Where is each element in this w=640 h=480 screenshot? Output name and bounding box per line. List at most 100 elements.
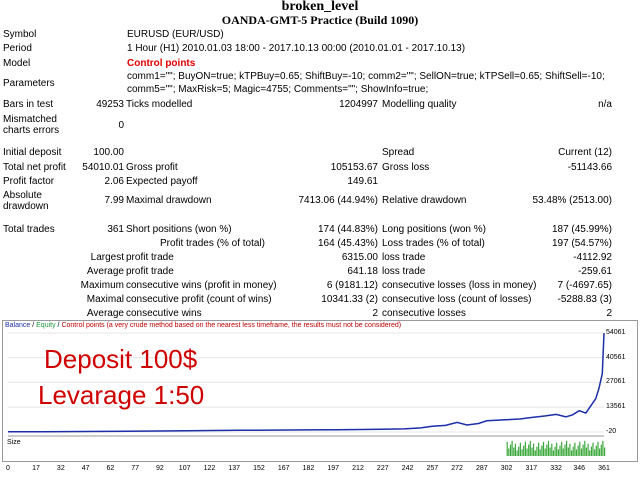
quality-value: n/a bbox=[598, 99, 612, 110]
ticks-label: Ticks modelled bbox=[126, 99, 193, 110]
profit-factor-label: Profit factor bbox=[3, 176, 55, 187]
mismatch-label-2: charts errors bbox=[3, 125, 60, 136]
ticks-value: 1204997 bbox=[339, 99, 378, 110]
x-tick-label: 257 bbox=[426, 465, 439, 472]
x-tick-label: 317 bbox=[525, 465, 538, 472]
x-tick-label: 346 bbox=[573, 465, 586, 472]
x-tick-label: 17 bbox=[32, 465, 40, 472]
short-positions-label: Short positions (won %) bbox=[126, 224, 232, 235]
report-subtitle: OANDA-GMT-5 Practice (Build 1090) bbox=[221, 13, 419, 27]
max-consecutive-losses-label: consecutive losses (loss in money) bbox=[382, 280, 537, 291]
legend-balance: Balance bbox=[5, 322, 31, 329]
max-drawdown-label: Maximal drawdown bbox=[126, 195, 212, 206]
average-profit-label: profit trade bbox=[126, 266, 174, 277]
x-tick-label: 182 bbox=[302, 465, 315, 472]
y-tick-label: 54061 bbox=[606, 329, 626, 336]
maximum-label: Maximum bbox=[80, 280, 124, 291]
avg-consecutive-wins-label: consecutive wins bbox=[126, 308, 202, 319]
spread-value: Current (12) bbox=[558, 147, 612, 158]
x-tick-label: 242 bbox=[401, 465, 414, 472]
gross-profit-value: 105153.67 bbox=[330, 162, 378, 173]
report-title: broken_level bbox=[281, 0, 359, 14]
long-positions-label: Long positions (won %) bbox=[382, 224, 486, 235]
gross-loss-value: -51143.66 bbox=[567, 162, 612, 173]
x-tick-label: 77 bbox=[131, 465, 139, 472]
parameters-label: Parameters bbox=[3, 78, 55, 89]
abs-drawdown-label-1: Absolute bbox=[3, 190, 42, 201]
x-tick-label: 107 bbox=[178, 465, 191, 472]
bars-label: Bars in test bbox=[3, 99, 54, 110]
x-tick-label: 137 bbox=[228, 465, 241, 472]
maximal-consecutive-profit-value: 10341.33 (2) bbox=[321, 294, 378, 305]
x-tick-label: 272 bbox=[451, 465, 463, 472]
average-label: Average bbox=[86, 266, 124, 277]
max-consecutive-wins-value: 6 (9181.12) bbox=[326, 280, 378, 291]
net-profit-label: Total net profit bbox=[3, 162, 66, 173]
legend-control-points: Control points (a very crude method base… bbox=[61, 322, 402, 329]
x-tick-label: 32 bbox=[56, 465, 65, 472]
y-tick-label: 40561 bbox=[606, 353, 626, 361]
x-tick-label: 227 bbox=[376, 465, 389, 472]
leverage-annotation: Levarage 1:50 bbox=[38, 380, 205, 410]
x-tick-label: 332 bbox=[550, 465, 562, 472]
bars-value: 49253 bbox=[96, 99, 124, 110]
loss-trades-value: 197 (54.57%) bbox=[551, 238, 612, 249]
x-tick-label: 47 bbox=[81, 465, 90, 472]
x-tick-label: 0 bbox=[6, 465, 10, 472]
parameters-line1: comm1=""; BuyON=true; kTPBuy=0.65; Shift… bbox=[127, 71, 605, 82]
rel-drawdown-label: Relative drawdown bbox=[382, 195, 467, 206]
total-trades-value: 361 bbox=[107, 224, 124, 235]
largest-profit-label: profit trade bbox=[126, 252, 174, 263]
y-tick-label: -20 bbox=[606, 428, 617, 435]
parameters-line2: comm5=""; MaxRisk=5; Magic=4755; Comment… bbox=[127, 84, 429, 95]
legend-separator: / bbox=[55, 322, 62, 329]
quality-label: Modelling quality bbox=[382, 99, 457, 110]
maximal-consecutive-loss-label: consecutive loss (count of losses) bbox=[382, 294, 532, 305]
max-drawdown-value: 7413.06 (44.94%) bbox=[298, 195, 378, 206]
mismatch-label-1: Mismatched bbox=[3, 114, 57, 125]
average-loss-label: loss trade bbox=[382, 266, 426, 277]
x-tick-label: 122 bbox=[203, 465, 216, 472]
x-tick-label: 152 bbox=[253, 465, 265, 472]
y-tick-label: 27061 bbox=[606, 378, 626, 386]
max-consecutive-losses-value: 7 (-4697.65) bbox=[557, 280, 612, 291]
maximal-label: Maximal bbox=[86, 294, 124, 305]
largest-profit-value: 6315.00 bbox=[341, 252, 378, 263]
symbol-label: Symbol bbox=[3, 29, 37, 40]
x-tick-label: 302 bbox=[500, 465, 513, 472]
short-positions-value: 174 (44.83%) bbox=[317, 224, 378, 235]
abs-drawdown-value: 7.99 bbox=[104, 195, 124, 206]
profit-trades-label: Profit trades (% of total) bbox=[159, 238, 265, 249]
x-tick-label: 287 bbox=[475, 465, 488, 472]
x-tick-label: 212 bbox=[352, 465, 364, 472]
maximal-consecutive-loss-value: -5288.83 (3) bbox=[557, 294, 612, 305]
profit-factor-value: 2.06 bbox=[104, 176, 124, 187]
legend-separator: / bbox=[30, 322, 37, 329]
gross-profit-label: Gross profit bbox=[126, 162, 178, 173]
x-tick-label: 361 bbox=[598, 465, 610, 472]
avg-consecutive-losses-value: 2 bbox=[606, 308, 612, 319]
largest-loss-value: -4112.92 bbox=[573, 252, 612, 263]
x-tick-label: 197 bbox=[327, 465, 340, 472]
avg-consecutive-wins-value: 2 bbox=[372, 308, 378, 319]
largest-loss-label: loss trade bbox=[382, 252, 426, 263]
chart-legend: Balance / Equity / Control points (a ver… bbox=[5, 322, 401, 329]
period-label: Period bbox=[3, 43, 32, 54]
average-profit-value: 641.18 bbox=[347, 266, 378, 277]
rel-drawdown-value: 53.48% (2513.00) bbox=[532, 195, 612, 206]
max-consecutive-wins-label: consecutive wins (profit in money) bbox=[126, 280, 277, 291]
abs-drawdown-label-2: drawdown bbox=[3, 201, 49, 212]
model-label: Model bbox=[3, 58, 31, 69]
deposit-annotation: Deposit 100$ bbox=[44, 344, 198, 374]
deposit-value: 100.00 bbox=[93, 147, 124, 158]
expected-payoff-label: Expected payoff bbox=[126, 176, 198, 187]
model-value: Control points bbox=[127, 58, 196, 69]
loss-trades-label: Loss trades (% of total) bbox=[382, 238, 485, 249]
profit-trades-value: 164 (45.43%) bbox=[317, 238, 378, 249]
long-positions-value: 187 (45.99%) bbox=[551, 224, 612, 235]
expected-payoff-value: 149.61 bbox=[347, 176, 378, 187]
gross-loss-label: Gross loss bbox=[382, 162, 430, 173]
avg-consecutive-losses-label: consecutive losses bbox=[382, 308, 466, 319]
size-panel-label: Size bbox=[7, 439, 21, 446]
x-tick-label: 62 bbox=[106, 465, 115, 472]
